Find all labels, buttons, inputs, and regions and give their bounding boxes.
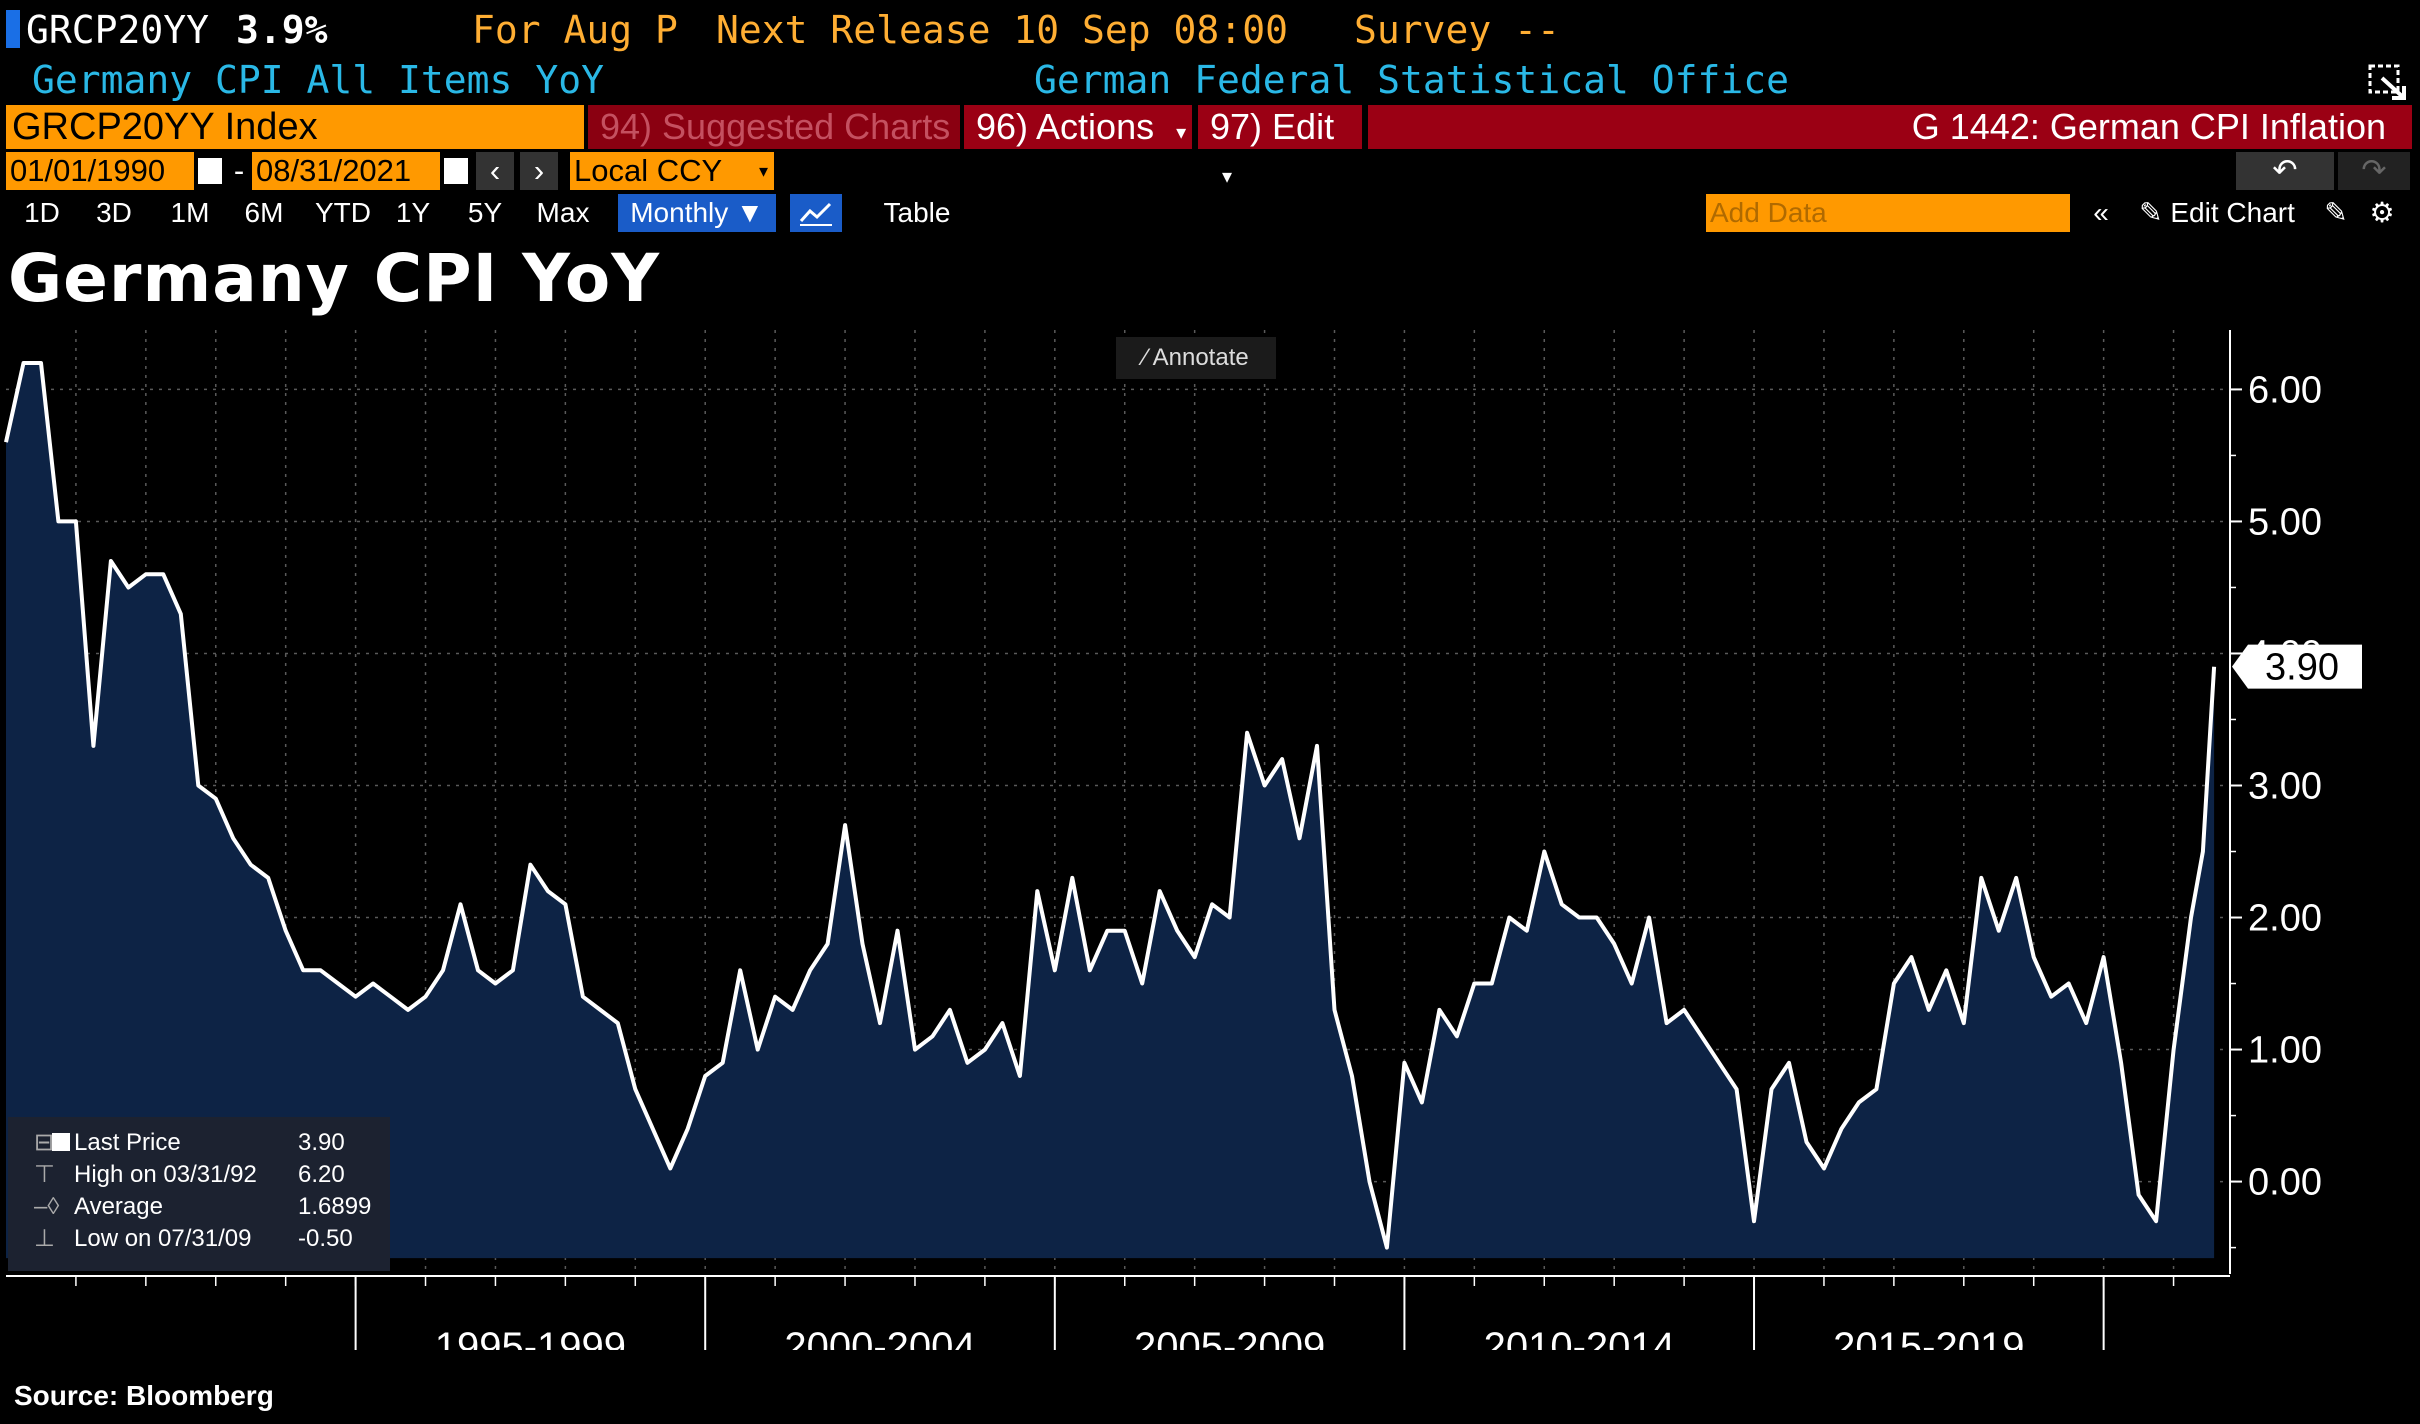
chevron-left-icon[interactable]: ‹: [476, 152, 514, 190]
collapse-icon[interactable]: ⊟: [34, 1129, 55, 1156]
range-bar: 1D 3D 1M 6M YTD 1Y 5Y Max Monthly ▼ Table Add D…: [0, 194, 2420, 232]
x-tick-label: 1995-1999: [435, 1325, 626, 1350]
for-period: For Aug P: [472, 8, 678, 52]
legend-label: Low on 07/31/09: [74, 1225, 252, 1252]
undo-icon[interactable]: ↶: [2236, 152, 2334, 190]
end-date-field[interactable]: 08/31/2021: [252, 152, 440, 190]
currency-label: Local CCY: [574, 153, 723, 188]
security-field[interactable]: GRCP20YY Index: [6, 105, 584, 149]
legend-label: High on 03/31/92: [74, 1161, 257, 1188]
legend-label: Average: [74, 1193, 163, 1220]
range-button-6m[interactable]: 6M: [244, 197, 284, 228]
chevron-right-icon[interactable]: ›: [520, 152, 558, 190]
legend-row-high: ⊤ High on 03/31/92 6.20: [8, 1159, 390, 1191]
last-value: 3.9%: [236, 8, 328, 52]
x-tick-label: 2000-2004: [784, 1325, 975, 1350]
edit-icon[interactable]: ✎: [2324, 197, 2348, 228]
survey: Survey --: [1354, 8, 1560, 52]
average-marker-icon: –◊: [34, 1193, 60, 1220]
actions-menu[interactable]: 96) Actions ▾: [964, 105, 1192, 149]
legend-row-low: ⊥ Low on 07/31/09 -0.50: [8, 1223, 390, 1255]
y-tick-label: 2.00: [2248, 898, 2322, 940]
range-button-ytd[interactable]: YTD: [315, 197, 371, 228]
chart-name: G 1442: German CPI Inflation: [1368, 105, 2412, 149]
command-bar: GRCP20YY Index 94) Suggested Charts 96) …: [0, 105, 2420, 188]
calendar-icon[interactable]: [198, 158, 222, 184]
annotate-label: Annotate: [1152, 344, 1249, 371]
start-date-field[interactable]: 01/01/1990: [6, 152, 194, 190]
chart-legend: ⊟ Last Price 3.90 ⊤ High on 03/31/92 6.2…: [8, 1117, 390, 1271]
calendar-icon[interactable]: [444, 158, 468, 184]
chart-area[interactable]: 6.005.004.003.002.001.000.001995-1999200…: [0, 330, 2420, 1350]
pencil-icon: ✎: [2139, 197, 2163, 228]
range-button-max[interactable]: Max: [536, 197, 590, 228]
range-button-1d[interactable]: 1D: [24, 197, 60, 228]
legend-row-last-price: ⊟ Last Price 3.90: [8, 1127, 390, 1159]
edit-label: 97) Edit: [1210, 106, 1335, 147]
range-button-3d[interactable]: 3D: [96, 197, 132, 228]
legend-label: Last Price: [74, 1129, 181, 1156]
caret-down-icon: ▾: [758, 161, 768, 181]
actions-label: 96) Actions: [976, 106, 1155, 147]
gear-icon[interactable]: ⚙: [2369, 197, 2395, 228]
caret-down-icon: ▾: [1222, 166, 1233, 188]
range-button-1m[interactable]: 1M: [170, 197, 210, 228]
popout-icon[interactable]: [2366, 62, 2410, 102]
date-range-bar: 01/01/1990 - 08/31/2021 ‹ › Local CCY ▾ …: [0, 152, 2420, 190]
low-marker-icon: ⊥: [34, 1225, 55, 1252]
caret-down-icon: ▾: [1176, 122, 1187, 144]
source-note: Source: Bloomberg: [14, 1380, 274, 1411]
ticker-marker: [6, 10, 20, 48]
y-tick-label: 3.00: [2248, 765, 2322, 807]
frequency-label: Monthly: [630, 197, 729, 228]
source-agency: German Federal Statistical Office: [1034, 58, 1789, 102]
security-header: GRCP20YY 3.9% For Aug P Next Release 10 …: [0, 0, 2420, 60]
series-line[interactable]: [4, 361, 2217, 1250]
legend-value: 6.20: [298, 1161, 345, 1188]
series-swatch: [52, 1133, 70, 1151]
y-tick-label: 6.00: [2248, 369, 2322, 411]
edit-chart-button[interactable]: ✎ Edit Chart: [2126, 194, 2308, 232]
next-release: Next Release 10 Sep 08:00: [716, 8, 1288, 52]
annotate-button[interactable]: ∕ Annotate: [1116, 337, 1276, 379]
table-button[interactable]: Table: [883, 197, 951, 228]
add-data-input[interactable]: Add Data: [1706, 194, 2070, 232]
last-value-label: 3.90: [2265, 647, 2339, 689]
currency-select[interactable]: Local CCY ▾: [570, 152, 774, 190]
security-description-row: Germany CPI All Items YoY German Federal…: [0, 58, 2420, 102]
x-tick-label: 2015-2019: [1833, 1325, 2024, 1350]
y-tick-label: 0.00: [2248, 1162, 2322, 1204]
line-chart-icon[interactable]: [790, 194, 842, 232]
series-area: [6, 363, 2215, 1259]
pencil-icon: ∕: [1143, 344, 1148, 371]
security-description: Germany CPI All Items YoY: [32, 58, 604, 102]
chart-title: Germany CPI YoY: [8, 240, 660, 317]
y-tick-label: 1.00: [2248, 1030, 2322, 1072]
edit-menu[interactable]: 97) Edit ▾: [1198, 105, 1362, 188]
suggested-charts-button[interactable]: 94) Suggested Charts: [588, 105, 960, 149]
date-separator: -: [233, 153, 245, 188]
high-marker-icon: ⊤: [34, 1161, 55, 1188]
redo-icon[interactable]: ↷: [2338, 152, 2410, 190]
legend-value: 1.6899: [298, 1193, 372, 1220]
last-value-tag: [2232, 644, 2362, 689]
legend-value: -0.50: [298, 1225, 353, 1252]
caret-down-icon: ▼: [736, 197, 764, 228]
legend-row-average: –◊ Average 1.6899: [8, 1191, 390, 1223]
range-button-5y[interactable]: 5Y: [467, 197, 503, 228]
x-tick-label: 2005-2009: [1134, 1325, 1325, 1350]
y-tick-label: 5.00: [2248, 501, 2322, 543]
frequency-select[interactable]: Monthly ▼: [618, 194, 776, 232]
x-tick-label: 2010-2014: [1484, 1325, 1675, 1350]
legend-value: 3.90: [298, 1129, 345, 1156]
ticker-symbol[interactable]: GRCP20YY: [26, 8, 210, 52]
collapse-icon[interactable]: «: [2093, 197, 2109, 228]
edit-chart-label: Edit Chart: [2170, 197, 2295, 228]
range-button-1y[interactable]: 1Y: [395, 197, 431, 228]
